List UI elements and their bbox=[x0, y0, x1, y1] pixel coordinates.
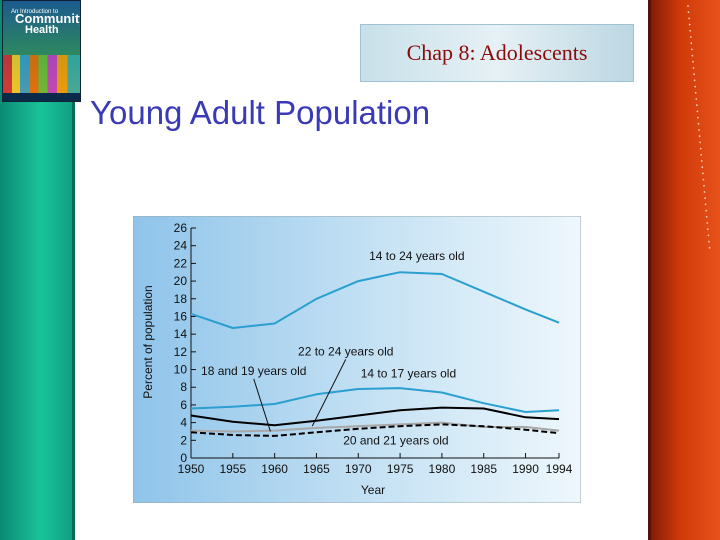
decorative-dot bbox=[693, 79, 696, 82]
annotation-label: 22 to 24 years old bbox=[298, 344, 393, 358]
y-tick-label: 12 bbox=[174, 345, 188, 359]
annotation-label: 14 to 17 years old bbox=[361, 367, 456, 381]
series-line-14-to-17-years-old bbox=[190, 387, 560, 413]
chapter-banner: Chap 8: Adolescents bbox=[360, 24, 634, 82]
decorative-dot bbox=[696, 110, 699, 113]
series-line-18-and-19-years-old bbox=[190, 406, 560, 427]
y-tick-label: 2 bbox=[180, 433, 187, 447]
left-bar-edge bbox=[72, 0, 75, 540]
decorative-dot bbox=[707, 234, 710, 237]
book-cover-footer bbox=[3, 93, 80, 101]
slide-title: Young Adult Population bbox=[90, 94, 431, 131]
y-tick-label: 6 bbox=[180, 398, 187, 412]
annotation-leader-line bbox=[311, 359, 347, 427]
x-tick-label: 1990 bbox=[512, 462, 539, 476]
decorative-dot bbox=[702, 172, 704, 175]
x-tick-label: 1965 bbox=[303, 462, 330, 476]
decorative-dot bbox=[687, 11, 690, 14]
decorative-dot bbox=[700, 153, 703, 156]
decorative-dot bbox=[703, 184, 705, 187]
chart-background bbox=[132, 215, 582, 504]
y-tick-label: 16 bbox=[174, 309, 188, 323]
decorative-dot bbox=[698, 135, 701, 138]
decorative-dot bbox=[687, 5, 689, 7]
annotation-label: 20 and 21 years old bbox=[343, 434, 448, 448]
decorative-dot bbox=[699, 141, 701, 144]
decorative-dot bbox=[703, 191, 706, 193]
decorative-dot bbox=[706, 222, 709, 224]
book-cover-image: An Introduction to Community Health bbox=[2, 0, 81, 102]
y-tick-label: 24 bbox=[174, 239, 188, 253]
series-line-14-to-24-years-old bbox=[190, 271, 560, 329]
x-tick-label: 1985 bbox=[470, 462, 497, 476]
decorative-dot bbox=[688, 23, 691, 26]
y-tick-label: 20 bbox=[174, 274, 188, 288]
decorative-dot bbox=[695, 104, 698, 107]
book-line1: An Introduction to bbox=[11, 9, 59, 15]
x-tick-label: 1975 bbox=[387, 462, 414, 476]
decorative-dots bbox=[687, 5, 711, 249]
book-houses-illustration bbox=[3, 55, 80, 93]
y-tick-label: 26 bbox=[174, 221, 188, 235]
decorative-dot bbox=[692, 60, 694, 63]
decorative-dot bbox=[690, 42, 693, 45]
decorative-dot bbox=[691, 54, 694, 57]
decorative-dot bbox=[692, 67, 695, 69]
x-axis-label: Year bbox=[361, 483, 385, 497]
x-tick-label: 1960 bbox=[261, 462, 288, 476]
x-tick-label: 1994 bbox=[546, 462, 573, 476]
chapter-title: Chap 8: Adolescents bbox=[406, 40, 588, 65]
y-tick-label: 0 bbox=[180, 451, 187, 465]
decorative-dot bbox=[695, 98, 698, 100]
x-tick-label: 1980 bbox=[429, 462, 456, 476]
series-line-22-to-24-years-old bbox=[190, 421, 560, 433]
decorative-dot bbox=[705, 215, 708, 218]
decorative-dot bbox=[704, 197, 706, 200]
decorative-dot bbox=[689, 36, 692, 38]
decorative-dot bbox=[705, 209, 708, 212]
decorative-dot bbox=[688, 17, 690, 20]
decorative-dot bbox=[699, 147, 702, 150]
decorative-dot bbox=[694, 85, 697, 88]
annotation-label: 14 to 24 years old bbox=[369, 249, 464, 263]
chart-container: 0 2 4 6 8 10 12 14 16 18 20 22 24 26 1950 1955 1960 1965 1… bbox=[132, 215, 582, 504]
decorative-dot bbox=[691, 48, 693, 51]
y-tick-label: 22 bbox=[174, 256, 188, 270]
y-tick-label: 14 bbox=[174, 327, 188, 341]
book-line3: Health bbox=[25, 24, 59, 36]
annotation-label: 18 and 19 years old bbox=[201, 364, 306, 378]
decorative-dot bbox=[697, 116, 699, 119]
decorative-dot bbox=[698, 129, 700, 131]
decorative-dot bbox=[700, 160, 703, 162]
y-tick-label: 10 bbox=[174, 363, 188, 377]
decorative-dot bbox=[702, 178, 705, 181]
y-tick-label: 18 bbox=[174, 292, 188, 306]
decorative-dot bbox=[693, 73, 695, 76]
decorative-dot bbox=[689, 29, 692, 32]
annotation-leader-line bbox=[253, 378, 271, 432]
decorative-dot bbox=[708, 246, 711, 249]
decorative-dot bbox=[708, 240, 710, 243]
x-tick-label: 1970 bbox=[345, 462, 372, 476]
x-tick-label: 1950 bbox=[178, 462, 205, 476]
right-bar-edge bbox=[648, 0, 651, 540]
y-axis-label: Percent of population bbox=[141, 285, 155, 398]
right-accent-bar bbox=[648, 0, 720, 540]
book-line2: Community bbox=[15, 11, 81, 26]
decorative-dot bbox=[706, 228, 709, 231]
decorative-dot bbox=[701, 166, 704, 169]
decorative-dot bbox=[704, 203, 707, 206]
y-tick-label: 4 bbox=[180, 416, 187, 430]
decorative-dot bbox=[694, 91, 697, 94]
x-tick-label: 1955 bbox=[219, 462, 246, 476]
decorative-dot bbox=[697, 122, 700, 125]
y-tick-label: 8 bbox=[180, 380, 187, 394]
